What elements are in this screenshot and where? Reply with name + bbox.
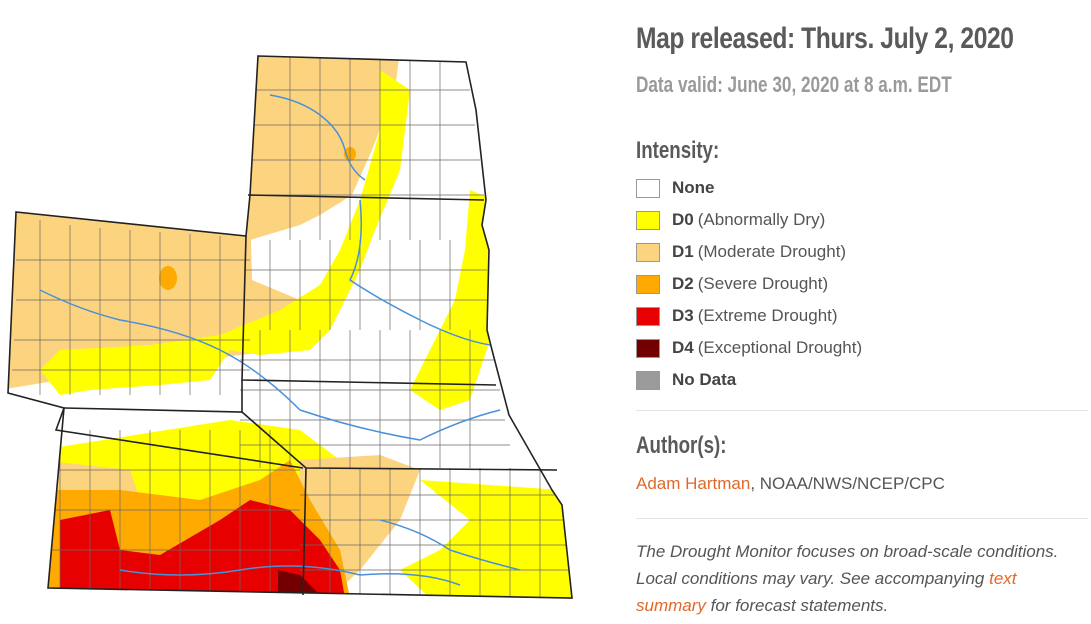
author-affiliation: , NOAA/NWS/NCEP/CPC [750,474,945,493]
map-released-heading: Map released: Thurs. July 2, 2020 [636,22,1014,55]
intensity-title: Intensity: [636,137,720,164]
d0-area-central [40,70,410,395]
state-borders [7,55,573,599]
drought-map [7,55,573,599]
legend-label: None [672,178,715,197]
d1-area-north-dakota [250,56,400,240]
d1-pocket-wyoming [159,266,177,290]
authors-title: Author(s): [636,432,727,459]
data-valid-subheading: Data valid: June 30, 2020 at 8 a.m. EDT [636,72,952,97]
text-summary-link[interactable]: text summary [636,569,1017,615]
note-text-before: The Drought Monitor focuses on broad-sca… [636,542,1059,588]
d3-area-south [60,500,345,598]
legend-item: D0 (Abnormally Dry) [636,204,862,236]
legend-code: D4 [672,338,694,357]
legend-code: D3 [672,306,694,325]
legend-swatch [636,338,660,358]
legend-code: D0 [672,210,694,229]
rivers [39,94,521,586]
legend-code: D2 [672,274,694,293]
drought-areas [8,56,572,598]
legend-code: D1 [672,242,694,261]
note-text-after: for forecast statements. [705,596,889,615]
legend-label: (Exceptional Drought) [697,338,863,357]
legend-label: (Severe Drought) [697,274,829,293]
legend-swatch [636,178,660,198]
legend-swatch [636,210,660,230]
author-link[interactable]: Adam Hartman [636,474,751,493]
d0-area-kansas-east [400,480,572,598]
legend-item: D2 (Severe Drought) [636,268,862,300]
legend-item: D3 (Extreme Drought) [636,300,862,332]
legend-item: D1 (Moderate Drought) [636,236,862,268]
d0-area-east-border [410,190,495,410]
legend-swatch [636,370,660,390]
disclaimer-note: The Drought Monitor focuses on broad-sca… [636,538,1088,619]
intensity-legend: None D0 (Abnormally Dry) D1 (Moderate Drough… [636,172,862,396]
legend-label: No Data [672,370,737,389]
legend-item: None [636,172,862,204]
legend-label: (Extreme Drought) [697,306,838,325]
legend-swatch [636,306,660,326]
legend-label: (Abnormally Dry) [697,210,826,229]
legend-swatch [636,274,660,294]
legend-item: No Data [636,364,862,396]
legend-label: (Moderate Drought) [697,242,847,261]
divider [636,410,1088,411]
divider [636,518,1088,519]
county-lines [12,56,570,598]
author-line: Adam Hartman, NOAA/NWS/NCEP/CPC [636,474,945,494]
legend-swatch [636,242,660,262]
legend-item: D4 (Exceptional Drought) [636,332,862,364]
